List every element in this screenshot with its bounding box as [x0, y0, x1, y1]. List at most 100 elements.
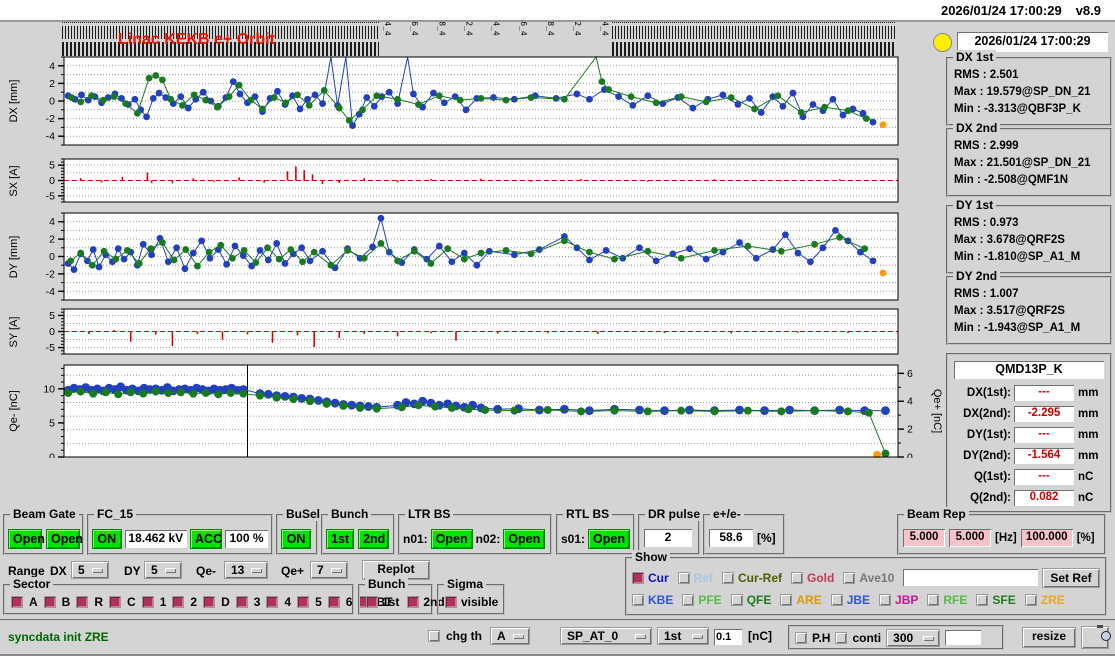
sector-checkbox-r[interactable]: [76, 596, 89, 608]
threshold-input[interactable]: [714, 629, 742, 645]
svg-text:4: 4: [907, 396, 913, 408]
bunch-1st-checkbox[interactable]: [366, 596, 378, 608]
show-checkbox-pfe[interactable]: [682, 594, 695, 606]
sx-y-axis-label: SX [A]: [8, 164, 20, 197]
busel-on-button[interactable]: ON: [281, 529, 311, 549]
show-checkbox-sfe[interactable]: [976, 594, 989, 606]
range-dy-label: DY: [124, 564, 141, 578]
sector-checkbox-6[interactable]: [327, 596, 340, 608]
show-checkbox-ref[interactable]: [677, 571, 690, 584]
show-checkbox-cur[interactable]: [632, 571, 644, 584]
bunch-2nd-checkbox[interactable]: [407, 596, 420, 608]
sector-checkbox-2[interactable]: [172, 596, 185, 608]
range-dx-select[interactable]: 5: [71, 561, 109, 579]
show-checkbox-jbp[interactable]: [879, 594, 892, 606]
show-checkbox-gold[interactable]: [791, 571, 804, 584]
resize-button[interactable]: resize: [1022, 627, 1076, 648]
ref-name-input[interactable]: [903, 569, 1038, 586]
bunch-1st-button[interactable]: 1st: [326, 529, 355, 549]
beam-gate-title: Beam Gate: [10, 507, 79, 521]
extra-input[interactable]: [945, 630, 982, 645]
bunch-2nd-button[interactable]: 2nd: [358, 529, 390, 549]
sector-label: B: [61, 595, 71, 609]
show-checkbox-qfe[interactable]: [730, 594, 743, 606]
monitor-row: DX(2nd): -2.295 mm: [951, 403, 1107, 424]
ltr-n01-button[interactable]: Open: [430, 529, 473, 549]
sector-checkbox-3[interactable]: [235, 596, 248, 608]
sector-checkbox-4[interactable]: [266, 596, 279, 608]
sector-title: Sector: [10, 577, 54, 591]
fc15-percent-value: 100 %: [225, 530, 268, 548]
dy-y-axis-label: DY [mm]: [8, 235, 20, 278]
monitor-row-unit: mm: [1078, 407, 1099, 420]
qe-right-axis-label: Qe+ [nC]: [931, 389, 942, 433]
show-checkbox-rfe[interactable]: [927, 594, 940, 606]
fc15-acc-button[interactable]: ACC: [190, 529, 222, 549]
chg-th-checkbox[interactable]: [428, 630, 440, 642]
threshold-select[interactable]: A: [490, 627, 530, 645]
show-checkbox-ave10[interactable]: [843, 571, 856, 584]
sector-checkbox-5[interactable]: [297, 596, 310, 608]
svg-text:0: 0: [49, 452, 55, 459]
stat-box-dx-1st: DX 1st RMS : 2.501 Max : 19.579@SP_DN_21 Mi…: [946, 50, 1112, 126]
svg-text:-4: -4: [46, 131, 55, 143]
sector-label: 1: [159, 595, 167, 609]
monitor-row-value: -1.564: [1014, 447, 1074, 464]
range-dx-label: DX: [50, 564, 67, 578]
range-qem-select[interactable]: 13: [224, 561, 268, 579]
show-checkbox-cur-ref[interactable]: [722, 571, 735, 584]
plot-options-frame: P.H conti 300: [788, 625, 1004, 650]
bpm-select[interactable]: SP_AT_0: [560, 627, 652, 645]
fc15-on-button[interactable]: ON: [92, 529, 122, 549]
sigma-visible-label: visible: [461, 595, 499, 609]
sector-checkbox-d[interactable]: [203, 596, 216, 608]
show-group: Show Cur Ref Cur-Ref Gold Ave10 Set Ref KBE PF…: [625, 550, 1107, 616]
sector-checkbox-a[interactable]: [11, 596, 23, 608]
screenshot-button[interactable]: [1081, 626, 1109, 649]
bunch-select[interactable]: 1st: [657, 627, 709, 645]
beam-rep-value-2: 5.000: [949, 529, 991, 547]
sector-row: A B R C 1 2 D 3 4 5 6 BT: [11, 595, 392, 609]
sector-label: A: [29, 595, 38, 609]
range-qep-select[interactable]: 7: [310, 561, 348, 579]
monitor-row-unit: mm: [1078, 449, 1099, 462]
svg-text:-5: -5: [46, 190, 55, 202]
beam-gate-1-button[interactable]: Open: [8, 529, 45, 549]
stat-line: RMS : 0.973: [954, 217, 1019, 229]
stat-line: RMS : 2.501: [954, 69, 1019, 81]
show-checkbox-jbe[interactable]: [830, 594, 843, 606]
sector-checkbox-c[interactable]: [109, 596, 122, 608]
svg-text:-4: -4: [46, 286, 55, 298]
monitor-rows: DX(1st): --- mm DX(2nd): -2.295 mm DY(1st): ---…: [951, 382, 1107, 508]
ph-checkbox[interactable]: [795, 631, 807, 644]
show-checkbox-zre[interactable]: [1024, 594, 1037, 606]
sector-checkbox-b[interactable]: [43, 596, 56, 608]
monitor-row-unit: mm: [1078, 428, 1099, 441]
titlebar-datetime: 2026/01/24 17:00:29: [940, 2, 1062, 18]
ltr-n02-button[interactable]: Open: [503, 529, 546, 549]
monitor-row-label: Q(1st):: [973, 470, 1011, 483]
monitor-row: Q(2nd): 0.082 nC: [951, 487, 1107, 508]
show-label: QFE: [746, 593, 772, 607]
set-ref-button[interactable]: Set Ref: [1042, 567, 1100, 588]
stat-box-title: DX 1st: [953, 50, 997, 64]
monitor-row-unit: nC: [1078, 491, 1094, 504]
beam-rep-group: Beam Rep 5.000 5.000 [Hz] 100.000 [%]: [897, 507, 1106, 555]
bunch-2nd-label: 2nd: [423, 595, 445, 609]
points-select[interactable]: 300: [886, 628, 941, 647]
threshold-unit: [nC]: [748, 629, 772, 643]
show-checkbox-are[interactable]: [780, 594, 793, 606]
show-checkbox-kbe[interactable]: [632, 594, 644, 606]
qe-plot: 10 5 0 6 4 2 0 Qe+ [nC]: [43, 364, 942, 459]
conti-checkbox[interactable]: [835, 631, 848, 644]
sector-checkbox-1[interactable]: [141, 596, 154, 608]
range-dy-select[interactable]: 5: [144, 561, 182, 579]
sx-plot: 5 0 -5: [46, 158, 899, 203]
rtl-s01-button[interactable]: Open: [588, 529, 630, 549]
sy-y-axis-label: SY [A]: [8, 316, 20, 347]
svg-text:5: 5: [49, 160, 55, 172]
range-label: Range: [8, 564, 45, 578]
beam-gate-2-button[interactable]: Open: [46, 529, 83, 549]
sigma-visible-checkbox[interactable]: [445, 596, 457, 608]
sy-plot-row: SY [A] 5 0 -5: [2, 308, 946, 355]
